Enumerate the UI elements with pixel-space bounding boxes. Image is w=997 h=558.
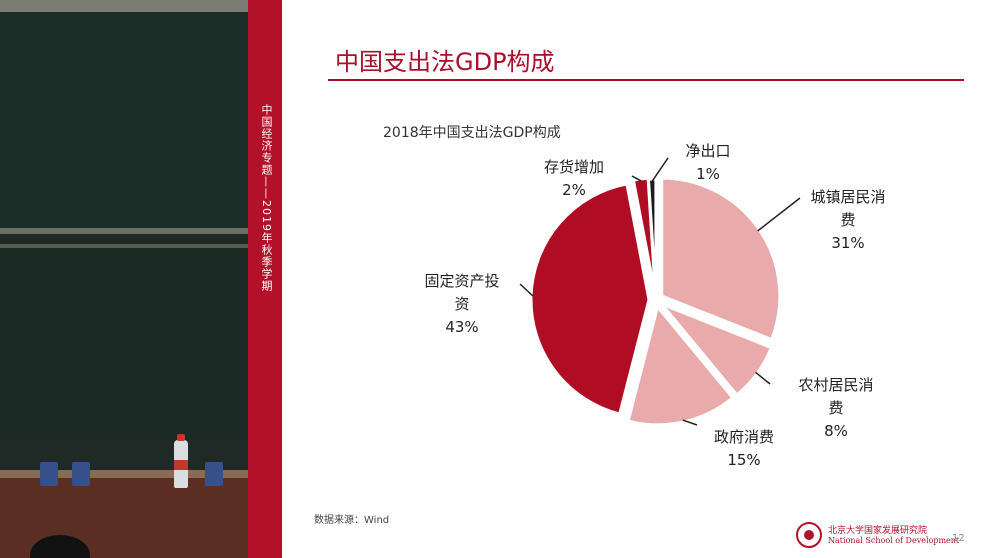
slice-label-text: 费 xyxy=(840,211,856,229)
audience-head xyxy=(30,535,90,558)
pie-slice-5 xyxy=(646,177,658,298)
slice-label-text: 城镇居民消 xyxy=(810,188,886,206)
slice-percent: 2% xyxy=(562,181,586,199)
slide-title: 中国支出法GDP构成 xyxy=(335,48,555,76)
pie-slice-3 xyxy=(529,182,651,416)
page-number: 12 xyxy=(952,533,965,544)
chalkboard-upper xyxy=(0,12,250,234)
desk-edge xyxy=(0,470,250,480)
title-divider xyxy=(328,79,964,81)
chair xyxy=(72,462,90,486)
chair xyxy=(205,462,223,486)
slice-label-0: 城镇居民消费 31% xyxy=(793,186,903,255)
slice-percent: 43% xyxy=(445,318,479,336)
pie-slice-2 xyxy=(626,303,735,427)
slice-label-text: 资 xyxy=(454,295,470,313)
slice-percent: 15% xyxy=(727,451,761,469)
slice-label-4: 存货增加 2% xyxy=(519,156,629,202)
leader-line-4 xyxy=(631,175,642,182)
slice-label-text: 固定资产投 xyxy=(424,272,500,290)
pie-chart xyxy=(519,157,801,427)
course-label: 中国经济专题——2019年秋季学期 xyxy=(260,104,273,292)
leader-line-1 xyxy=(755,371,771,385)
ceiling-rail xyxy=(0,0,250,12)
slide-side-band: 中国经济专题——2019年秋季学期 xyxy=(248,0,282,558)
slice-percent: 8% xyxy=(824,422,848,440)
leader-line-5 xyxy=(651,157,669,182)
slice-percent: 31% xyxy=(831,234,865,252)
slice-percent: 1% xyxy=(696,165,720,183)
university-seal-icon xyxy=(796,522,822,548)
slice-label-5: 净出口 1% xyxy=(653,140,763,186)
slice-label-text: 农村居民消 xyxy=(798,376,874,394)
institution-name-cn: 北京大学国家发展研究院 xyxy=(828,526,928,536)
water-bottle xyxy=(174,434,188,488)
chair xyxy=(40,462,58,486)
chalkboard-lower xyxy=(0,244,250,439)
slice-label-text: 费 xyxy=(828,399,844,417)
slice-label-3: 固定资产投资 43% xyxy=(407,270,517,339)
institution-name-en: National School of Development xyxy=(828,536,960,545)
chart-title: 2018年中国支出法GDP构成 xyxy=(383,125,561,141)
data-source: 数据来源：Wind xyxy=(314,515,390,526)
slice-label-text: 政府消费 xyxy=(713,428,774,446)
slice-label-2: 政府消费 15% xyxy=(689,426,799,472)
leader-line-0 xyxy=(757,197,801,232)
leader-line-2 xyxy=(682,419,698,426)
slice-label-1: 农村居民消费 8% xyxy=(781,374,891,443)
slice-label-text: 存货增加 xyxy=(543,158,604,176)
slice-label-text: 净出口 xyxy=(685,142,731,160)
leader-line-3 xyxy=(519,283,534,297)
classroom-backdrop xyxy=(0,0,250,558)
